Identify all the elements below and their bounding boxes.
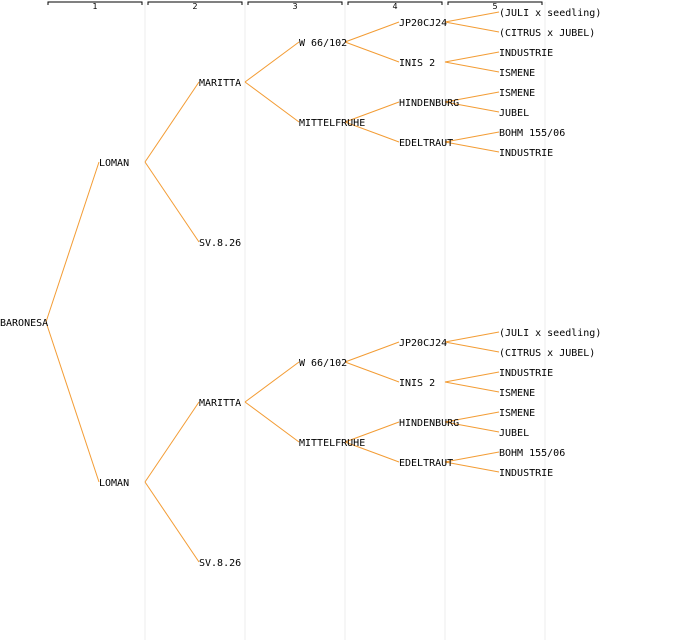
ancestor-name[interactable]: (CITRUS x JUBEL) [499,28,595,39]
ancestor-name[interactable]: ISMENE [499,408,535,419]
generation-bracket [147,1,243,5]
pedigree-link [344,41,400,63]
generation-number: 4 [392,2,397,11]
ancestor-name[interactable]: LOMAN [99,158,129,169]
ancestor-name[interactable]: EDELTRAUT [399,458,453,469]
ancestor-name[interactable]: ISMENE [499,68,535,79]
pedigree-link [45,161,100,323]
ancestor-name[interactable]: (JULI x seedling) [499,328,601,339]
pedigree-link [344,441,400,463]
pedigree-link [444,91,500,103]
pedigree-link [444,461,500,473]
pedigree-link [144,161,200,243]
pedigree-link [144,481,200,563]
ancestor-name[interactable]: HINDENBURG [399,418,459,429]
pedigree-link [344,421,400,443]
ancestor-name[interactable]: LOMAN [99,478,129,489]
ancestor-name[interactable]: JUBEL [499,428,529,439]
ancestor-name[interactable]: (CITRUS x JUBEL) [499,348,595,359]
pedigree-link [444,411,500,423]
ancestor-name[interactable]: INDUSTRIE [499,468,553,479]
ancestor-name[interactable]: JUBEL [499,108,529,119]
ancestor-name[interactable]: MARITTA [199,398,241,409]
generation-number: 5 [492,2,497,11]
ancestor-name[interactable]: INDUSTRIE [499,48,553,59]
ancestor-name[interactable]: EDELTRAUT [399,138,453,149]
ancestor-name[interactable]: MITTELFRUHE [299,438,365,449]
ancestor-name[interactable]: ISMENE [499,88,535,99]
pedigree-link [244,361,300,403]
pedigree-link [444,341,500,353]
pedigree-link [444,61,500,73]
root-cultivar-name[interactable]: BARONESA [0,318,48,329]
pedigree-link [444,141,500,153]
pedigree-link [444,451,500,463]
ancestor-name[interactable]: SV.8.26 [199,558,241,569]
pedigree-link [45,321,100,483]
ancestor-name[interactable]: (JULI x seedling) [499,8,601,19]
pedigree-link [444,131,500,143]
pedigree-link [144,401,200,483]
pedigree-link [344,21,400,43]
ancestor-name[interactable]: SV.8.26 [199,238,241,249]
ancestor-name[interactable]: JP20CJ24 [399,18,447,29]
generation-number: 3 [292,2,297,11]
pedigree-link [344,101,400,123]
pedigree-link [244,401,300,443]
pedigree-link [144,81,200,163]
ancestor-name[interactable]: JP20CJ24 [399,338,447,349]
pedigree-link [444,21,500,33]
pedigree-link [444,11,500,23]
ancestor-name[interactable]: INIS 2 [399,378,435,389]
pedigree-link [444,51,500,63]
pedigree-link [244,81,300,123]
ancestor-name[interactable]: ISMENE [499,388,535,399]
ancestor-name[interactable]: INIS 2 [399,58,435,69]
ancestor-name[interactable]: INDUSTRIE [499,368,553,379]
pedigree-link [444,371,500,383]
generation-number: 2 [192,2,197,11]
generation-bracket [247,1,343,5]
generation-bracket [447,1,543,5]
pedigree-link [444,101,500,113]
pedigree-link [444,331,500,343]
pedigree-link [344,121,400,143]
pedigree-link [444,421,500,433]
ancestor-name[interactable]: W 66/102 [299,358,347,369]
ancestor-name[interactable]: BOHM 155/06 [499,448,565,459]
generation-number: 1 [92,2,97,11]
pedigree-link [344,341,400,363]
ancestor-name[interactable]: HINDENBURG [399,98,459,109]
ancestor-name[interactable]: MITTELFRUHE [299,118,365,129]
ancestor-name[interactable]: BOHM 155/06 [499,128,565,139]
ancestor-name[interactable]: INDUSTRIE [499,148,553,159]
pedigree-link [344,361,400,383]
generation-bracket [47,1,143,5]
pedigree-link [444,381,500,393]
pedigree-link [244,41,300,83]
ancestor-name[interactable]: W 66/102 [299,38,347,49]
generation-bracket [347,1,443,5]
ancestor-name[interactable]: MARITTA [199,78,241,89]
